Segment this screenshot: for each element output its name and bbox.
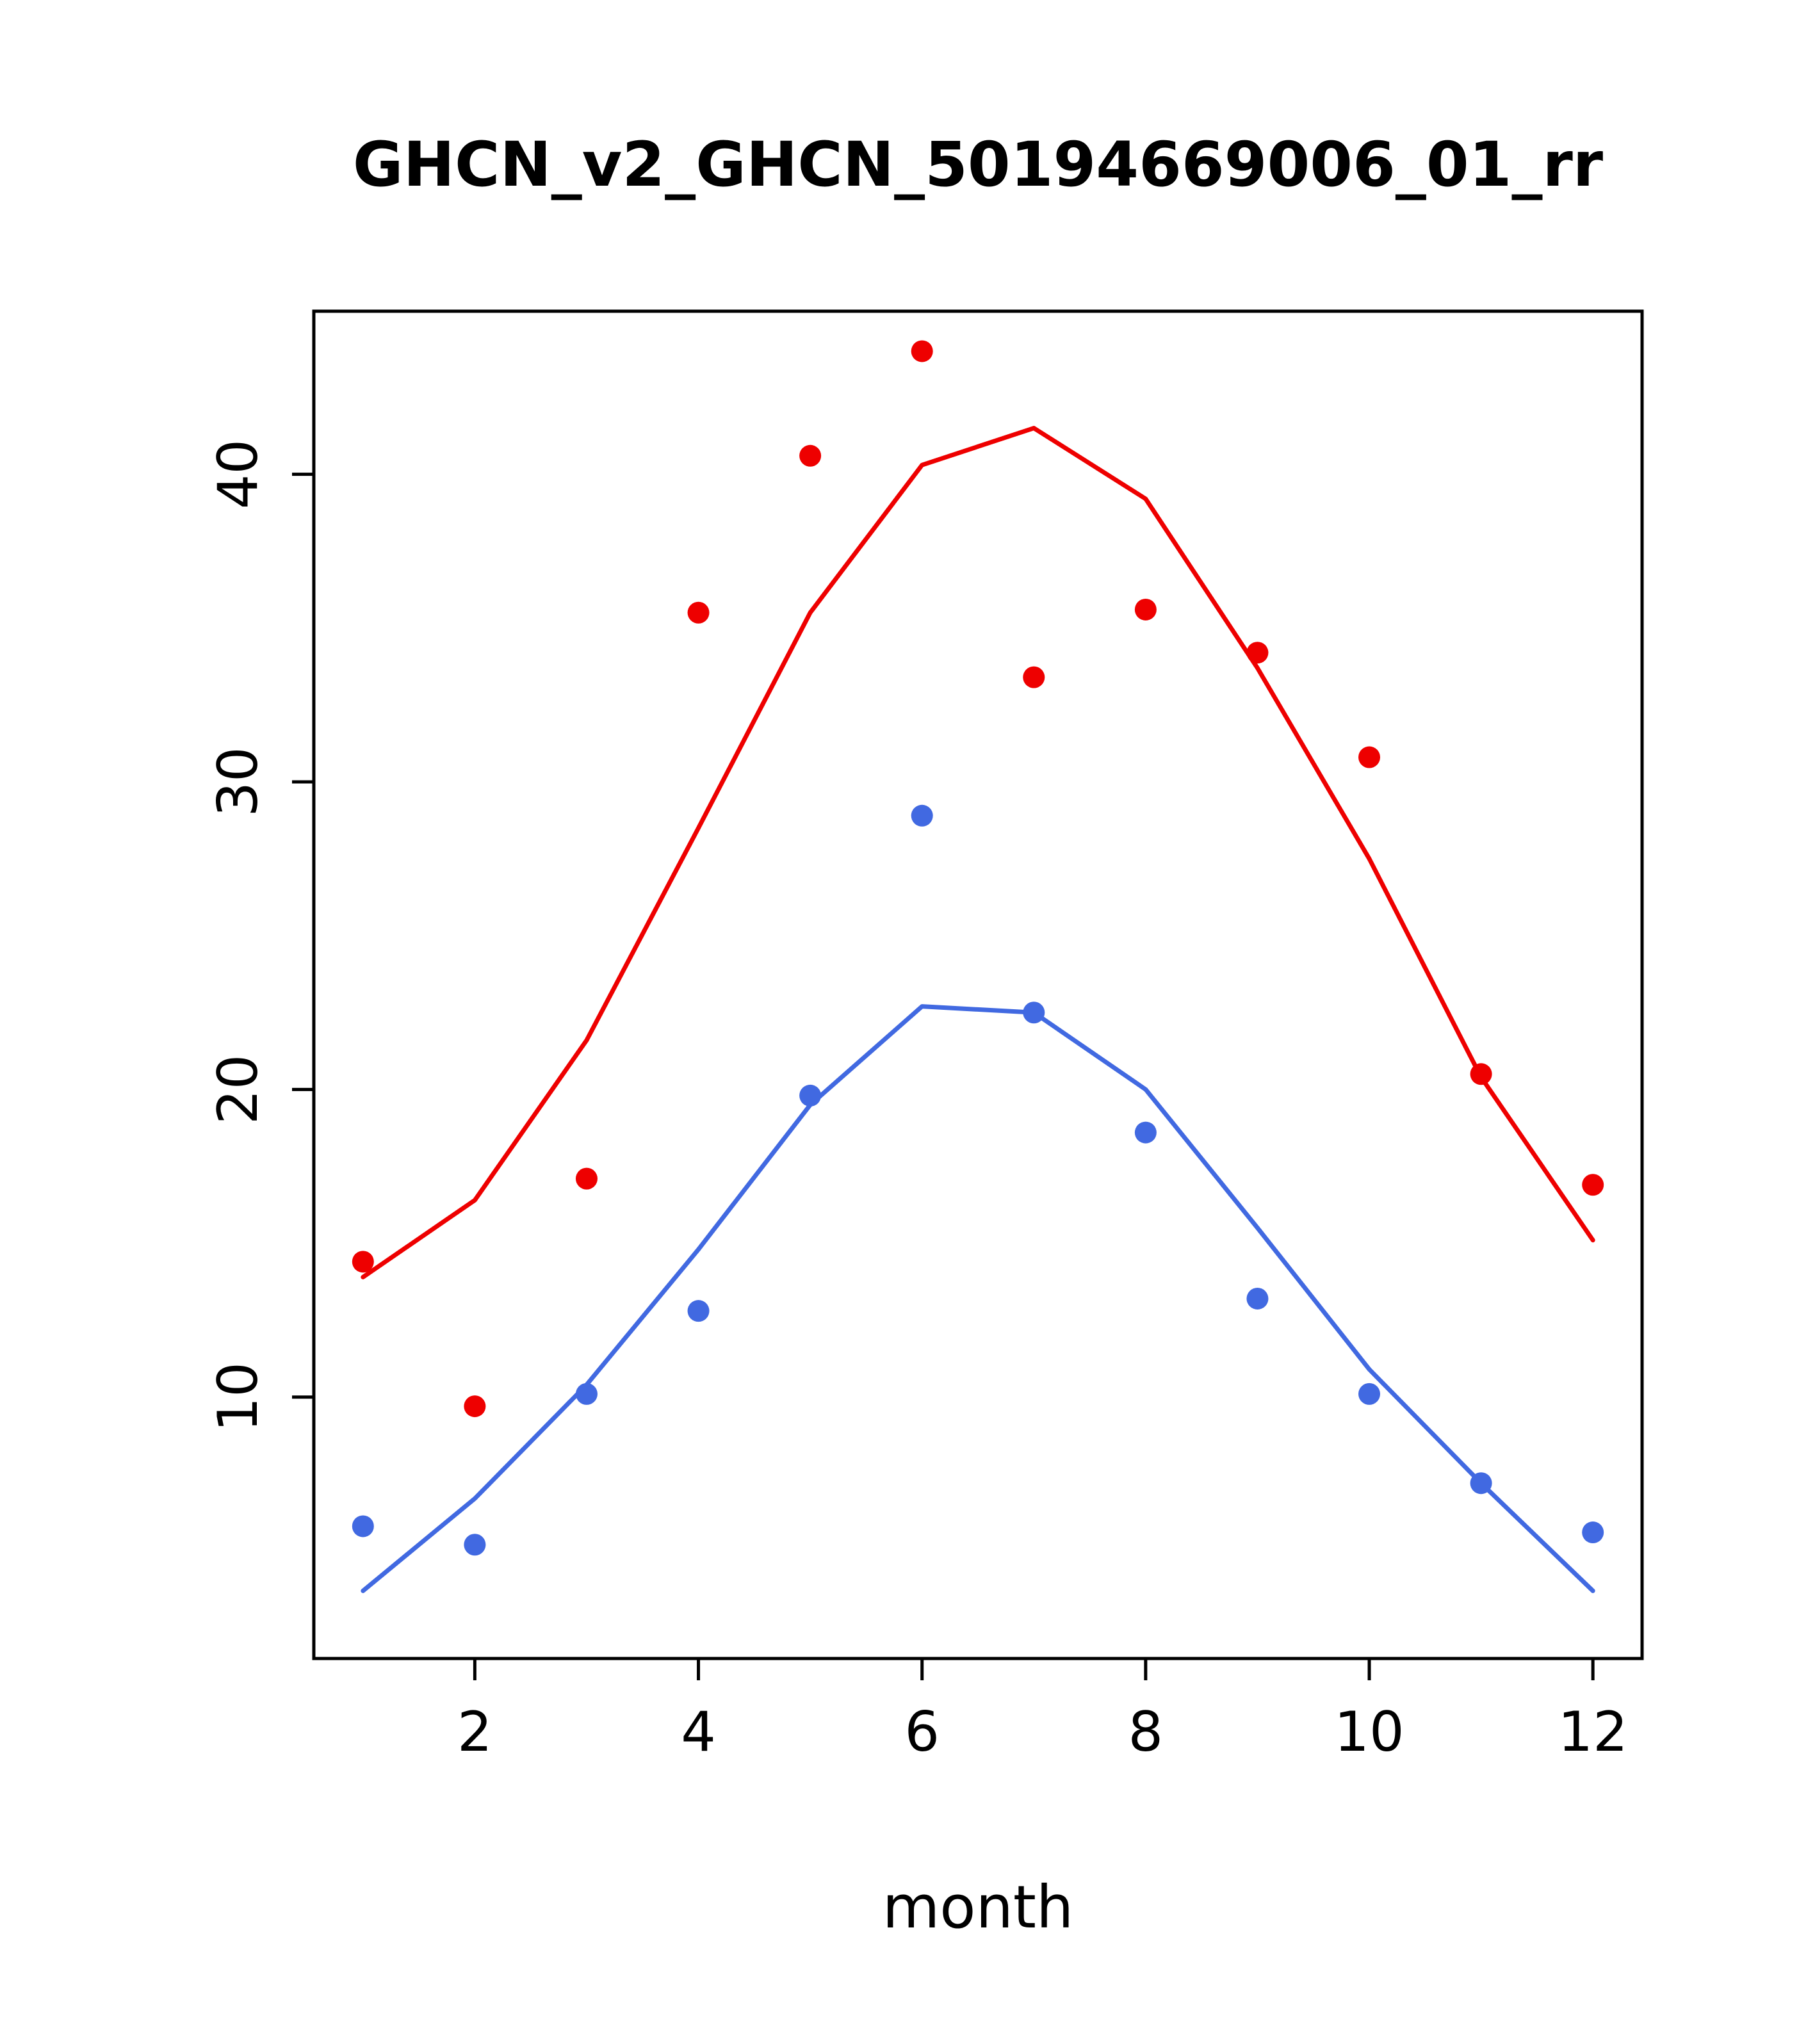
series-blue-points-marker — [575, 1383, 598, 1405]
series-blue-points-marker — [687, 1300, 710, 1322]
y-tick-label: 40 — [206, 439, 270, 509]
x-tick-label: 6 — [904, 1700, 940, 1764]
series-blue-points-marker — [352, 1515, 374, 1537]
series-blue-points-marker — [464, 1534, 486, 1556]
series-red-points-marker — [464, 1395, 486, 1418]
series-red-points-marker — [799, 444, 822, 467]
x-tick-label: 12 — [1558, 1700, 1627, 1764]
series-red-points-marker — [1582, 1174, 1604, 1196]
x-tick-label: 2 — [457, 1700, 492, 1764]
series-red-points-marker — [1246, 642, 1269, 664]
y-tick-label: 30 — [206, 747, 270, 816]
plot-box — [312, 309, 1644, 1660]
series-red-points-marker — [1134, 598, 1157, 620]
x-tick-label: 4 — [681, 1700, 716, 1764]
series-red-line — [361, 426, 1595, 1279]
series-blue-points-marker — [1246, 1287, 1269, 1310]
series-blue-points-marker — [1134, 1121, 1157, 1144]
plot-layer: 2 4 6 8 10 12 10 20 30 40 — [206, 309, 1644, 1764]
series-blue-line — [361, 1004, 1595, 1593]
x-tick-label: 10 — [1334, 1700, 1404, 1764]
series-blue-points-marker — [1470, 1472, 1492, 1495]
series-red-points-marker — [687, 601, 710, 624]
y-tick-label: 10 — [206, 1362, 270, 1432]
series-red-points-marker — [575, 1167, 598, 1190]
y-tick-label: 20 — [206, 1055, 270, 1124]
series-red-points-marker — [1470, 1063, 1492, 1085]
chart-title: GHCN_v2_GHCN_50194669006_01_rr — [353, 129, 1604, 200]
series-red-points-marker — [1358, 746, 1381, 768]
series-blue-points-marker — [799, 1084, 822, 1107]
x-axis-label: month — [883, 1873, 1074, 1942]
series-blue-points-marker — [911, 804, 933, 827]
series-blue-points-marker — [1582, 1521, 1604, 1544]
series-red-points-marker — [352, 1251, 374, 1273]
series-red-points-marker — [1023, 666, 1045, 688]
series-red-points-marker — [911, 340, 933, 362]
series-blue-points-marker — [1358, 1383, 1381, 1405]
x-tick-label: 8 — [1128, 1700, 1164, 1764]
series-blue-points-marker — [1023, 1002, 1045, 1024]
